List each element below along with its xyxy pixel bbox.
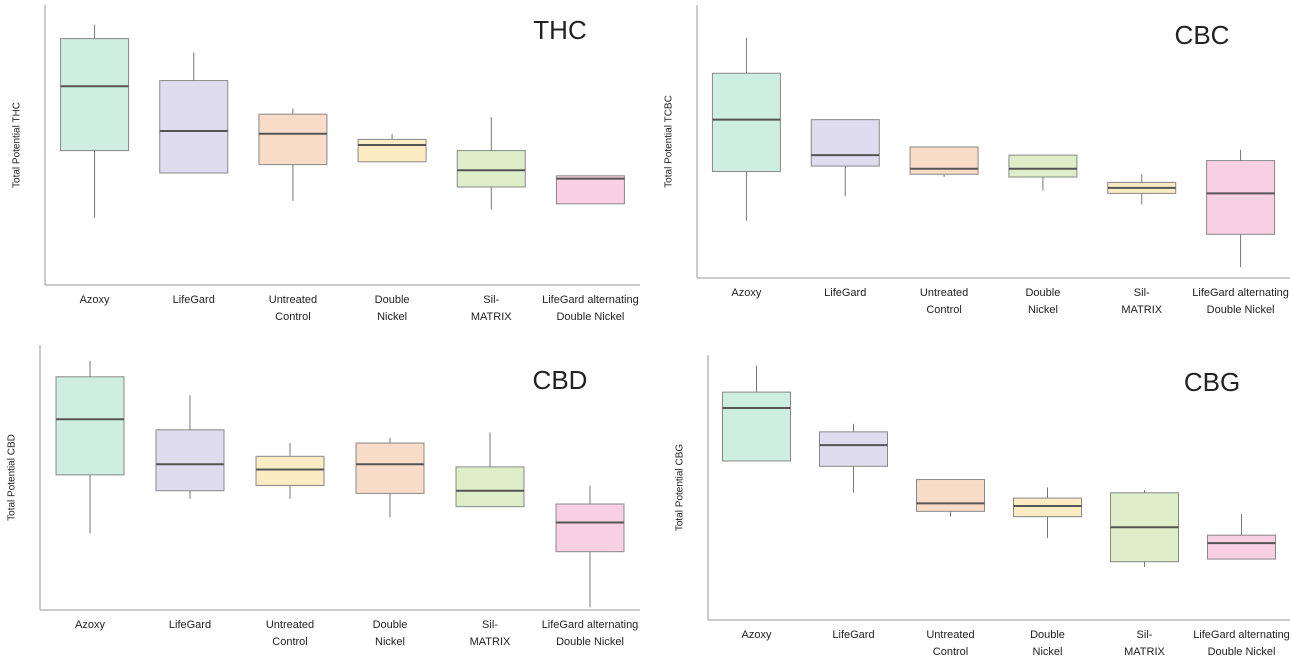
box (1206, 160, 1276, 235)
x-tick-label: LifeGard (169, 619, 211, 631)
box (810, 119, 880, 167)
x-tick-label: Sil- (1137, 629, 1153, 641)
x-tick-label: Azoxy (75, 619, 105, 631)
x-tick-label: Control (272, 636, 307, 648)
x-tick-label: MATRIX (1121, 304, 1162, 316)
x-tick-label: MATRIX (470, 636, 511, 648)
x-tick-label: LifeGard (832, 629, 874, 641)
x-tick-label: Double (373, 619, 408, 631)
x-tick-label: Untreated (920, 287, 968, 299)
x-tick-label: Double (1030, 629, 1065, 641)
box (909, 146, 979, 175)
box (1013, 497, 1082, 518)
x-tick-label: Double Nickel (1207, 304, 1275, 316)
box (60, 38, 130, 152)
box (55, 376, 125, 476)
x-tick-label: Nickel (377, 311, 407, 323)
box (1207, 534, 1276, 560)
x-tick-label: Double (1025, 287, 1060, 299)
x-tick-label: LifeGard alternating (542, 619, 639, 631)
x-tick-label: Sil- (483, 294, 499, 306)
x-tick-label: Double Nickel (556, 636, 624, 648)
box (455, 466, 525, 508)
x-tick-label: Control (275, 311, 310, 323)
x-tick-label: Untreated (269, 294, 317, 306)
box (159, 80, 229, 174)
x-tick-label: Nickel (375, 636, 405, 648)
x-tick-label: Nickel (1033, 646, 1063, 658)
y-axis-label: Total Potential CBD (7, 434, 18, 521)
x-tick-label: Double (375, 294, 410, 306)
box (555, 175, 625, 205)
x-tick-label: Azoxy (80, 294, 110, 306)
x-tick-label: LifeGard alternating (542, 294, 639, 306)
box (555, 503, 625, 553)
x-tick-label: LifeGard alternating (1192, 287, 1289, 299)
y-axis-label: Total Potential CBG (675, 444, 686, 531)
x-tick-label: LifeGard alternating (1193, 629, 1290, 641)
box (1008, 154, 1078, 178)
y-axis-label: Total Potential THC (12, 102, 23, 188)
x-tick-label: LifeGard (824, 287, 866, 299)
chart-title: CBG (1184, 367, 1240, 397)
x-tick-label: Nickel (1028, 304, 1058, 316)
y-axis-label: Total Potential TCBC (664, 95, 675, 188)
x-tick-label: Control (926, 304, 961, 316)
box (155, 429, 225, 492)
box (722, 391, 791, 462)
x-tick-label: Double Nickel (556, 311, 624, 323)
x-tick-label: Untreated (926, 629, 974, 641)
chart-title: CBC (1175, 20, 1230, 50)
box (357, 138, 427, 163)
box (819, 431, 888, 467)
box (258, 113, 328, 166)
x-tick-label: Sil- (482, 619, 498, 631)
box (916, 479, 985, 512)
x-tick-label: LifeGard (173, 294, 215, 306)
box (456, 150, 526, 188)
x-tick-label: Double Nickel (1208, 646, 1276, 658)
x-tick-label: MATRIX (1124, 646, 1165, 658)
x-tick-label: Azoxy (742, 629, 772, 641)
box (711, 72, 781, 173)
box (355, 442, 425, 494)
chart-title: THC (533, 15, 586, 45)
x-tick-label: Sil- (1134, 287, 1150, 299)
x-tick-label: MATRIX (471, 311, 512, 323)
chart-title: CBD (533, 365, 588, 395)
x-tick-label: Azoxy (731, 287, 761, 299)
x-tick-label: Control (933, 646, 968, 658)
box (255, 455, 325, 486)
x-tick-label: Untreated (266, 619, 314, 631)
